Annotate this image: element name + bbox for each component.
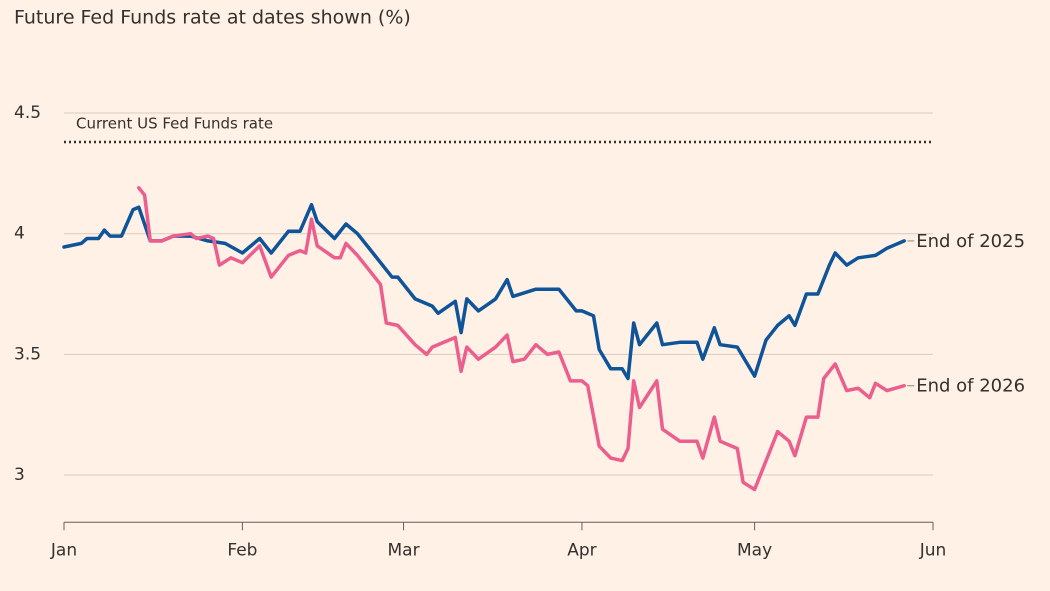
y-tick-label: 3.5 [14, 344, 41, 364]
chart-title: Future Fed Funds rate at dates shown (%) [14, 7, 411, 29]
series-label: End of 2026 [916, 376, 1025, 397]
y-tick-label: 4.5 [14, 103, 41, 123]
x-tick-label: Apr [567, 540, 596, 560]
x-tick-label: Feb [227, 540, 257, 560]
x-tick-label: May [737, 540, 772, 560]
y-tick-label: 4 [14, 224, 25, 244]
series-line [62, 202, 906, 381]
series-line [137, 186, 906, 492]
x-tick-label: Mar [388, 540, 420, 560]
x-tick-label: Jan [50, 540, 77, 560]
series-label: End of 2025 [916, 231, 1025, 252]
y-tick-label: 3 [14, 465, 25, 485]
reference-label: Current US Fed Funds rate [76, 114, 273, 132]
x-tick-label: Jun [919, 540, 947, 560]
